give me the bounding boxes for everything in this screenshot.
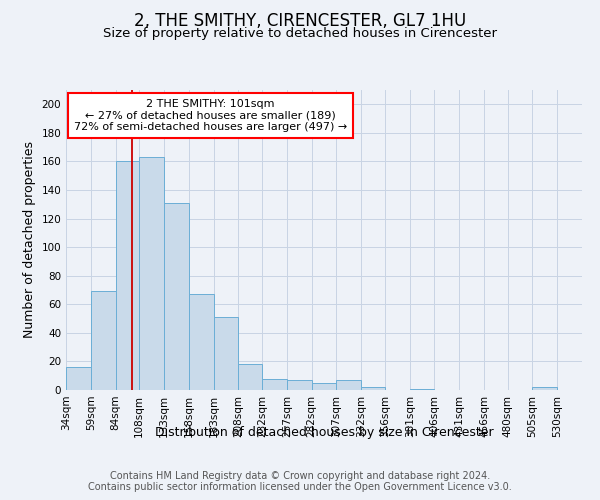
- Bar: [91, 292, 116, 390]
- Text: Distribution of detached houses by size in Cirencester: Distribution of detached houses by size …: [155, 426, 493, 439]
- Text: Contains public sector information licensed under the Open Government Licence v3: Contains public sector information licen…: [88, 482, 512, 492]
- Bar: [337, 380, 361, 390]
- Bar: [410, 388, 434, 390]
- Bar: [139, 157, 164, 390]
- Bar: [311, 383, 337, 390]
- Bar: [116, 162, 139, 390]
- Bar: [66, 367, 91, 390]
- Y-axis label: Number of detached properties: Number of detached properties: [23, 142, 36, 338]
- Bar: [214, 317, 238, 390]
- Bar: [238, 364, 262, 390]
- Text: Contains HM Land Registry data © Crown copyright and database right 2024.: Contains HM Land Registry data © Crown c…: [110, 471, 490, 481]
- Bar: [164, 203, 189, 390]
- Text: Size of property relative to detached houses in Cirencester: Size of property relative to detached ho…: [103, 28, 497, 40]
- Bar: [361, 387, 385, 390]
- Text: 2, THE SMITHY, CIRENCESTER, GL7 1HU: 2, THE SMITHY, CIRENCESTER, GL7 1HU: [134, 12, 466, 30]
- Bar: [189, 294, 214, 390]
- Bar: [287, 380, 311, 390]
- Bar: [532, 387, 557, 390]
- Bar: [262, 378, 287, 390]
- Text: 2 THE SMITHY: 101sqm
← 27% of detached houses are smaller (189)
72% of semi-deta: 2 THE SMITHY: 101sqm ← 27% of detached h…: [74, 99, 347, 132]
